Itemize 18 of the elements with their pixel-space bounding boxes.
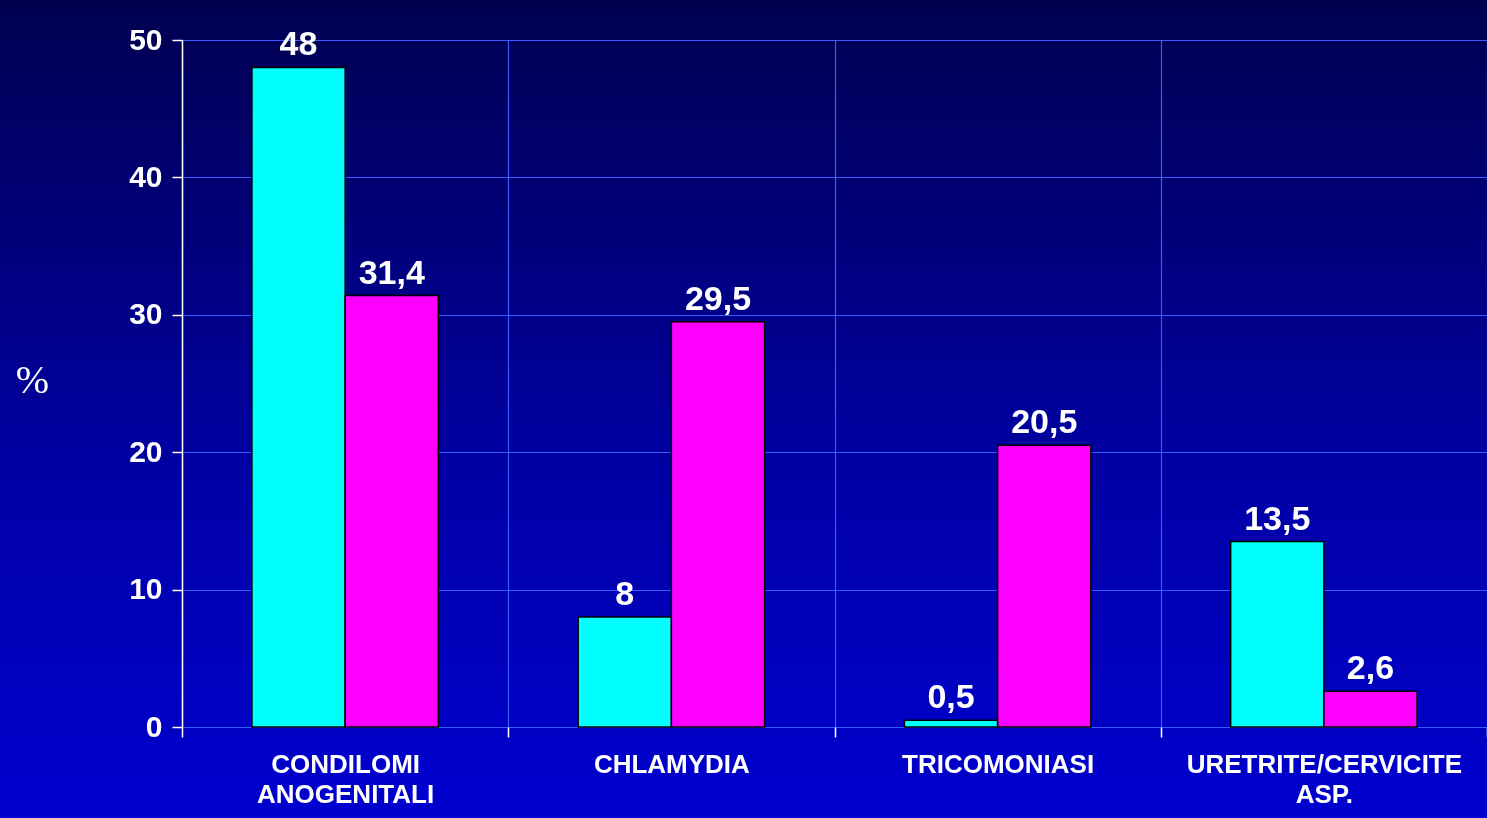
data-label: 0,5 [927,677,975,716]
y-tick-label: 0 [145,709,163,743]
data-label: 2,6 [1346,648,1395,687]
y-tick-label: 50 [129,22,163,56]
x-tick-label: URETRITE/CERVICITE ASP. [1186,748,1463,809]
data-label: 31,4 [358,252,425,291]
y-tick-label: 30 [129,297,163,331]
y-tick-label: 40 [129,159,163,193]
x-tick-label: CONDILOMI ANOGENITALI [257,748,435,809]
data-label: 8 [615,574,635,613]
data-label: 13,5 [1244,498,1311,537]
x-tick-label: CHLAMYDIA [593,748,751,779]
y-axis-title: % [15,356,50,402]
data-label: 29,5 [684,278,752,317]
x-tick-label: TRICOMONIASI [902,748,1095,779]
data-label: 20,5 [1011,402,1078,441]
y-tick-label: 20 [129,434,163,468]
y-tick-label: 10 [129,572,163,606]
